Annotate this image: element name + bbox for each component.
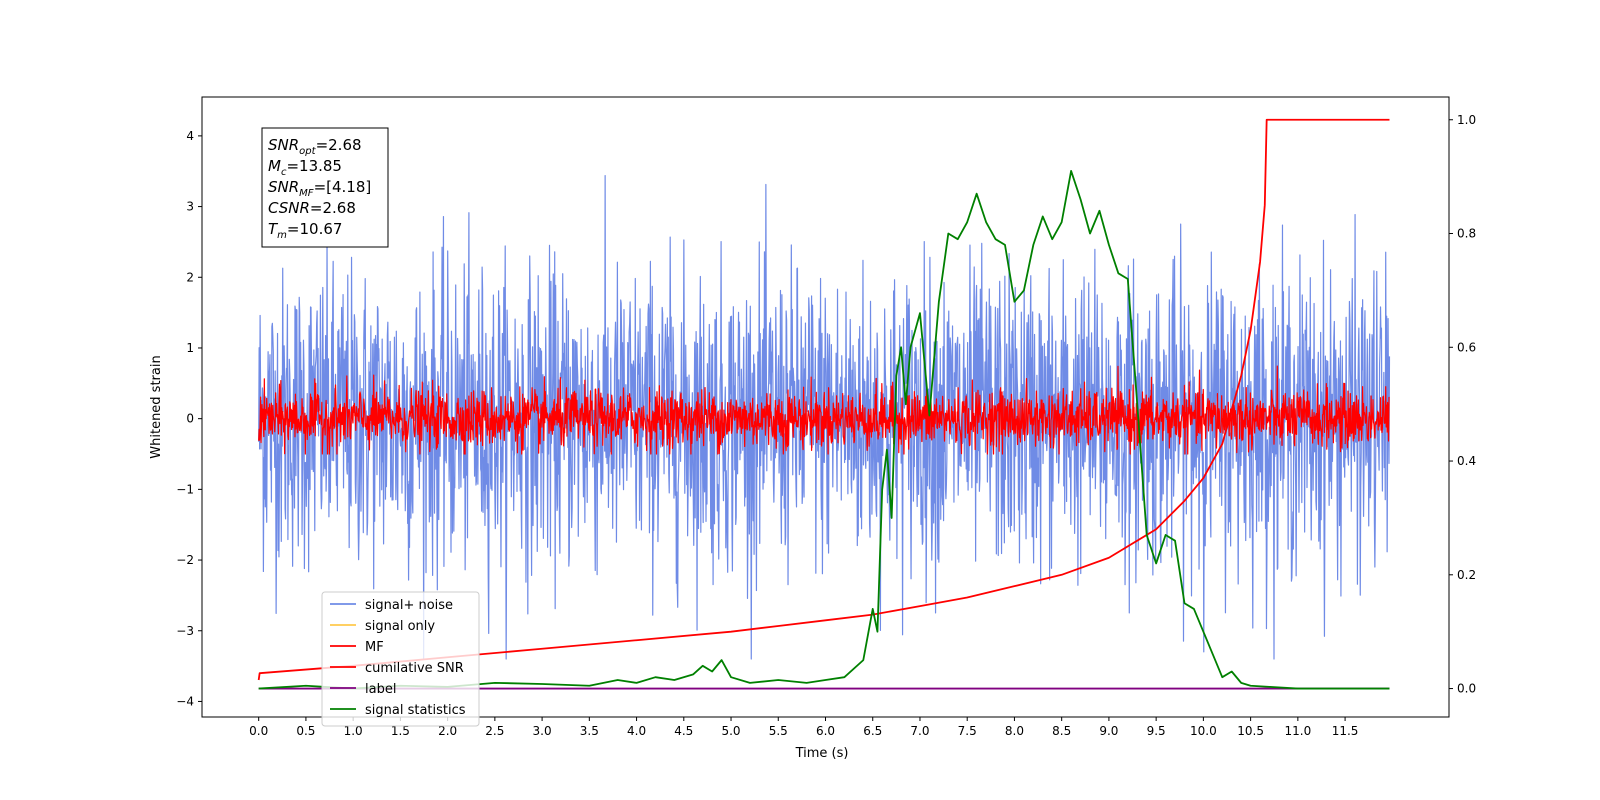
- x-tick-label: 11.0: [1284, 724, 1311, 738]
- y-axis-left: 4 3 2 1 0 −1 −2 −3 −4: [176, 129, 202, 708]
- legend: signal+ noise signal only MF cumilative SNR…: [321, 591, 480, 727]
- x-tick-label: 2.0: [438, 724, 457, 738]
- y2-tick-label: 0.2: [1457, 568, 1476, 582]
- x-tick-label: 4.5: [674, 724, 693, 738]
- y2-tick-label: 0.0: [1457, 682, 1476, 696]
- x-tick-label: 4.0: [627, 724, 646, 738]
- legend-label: label: [365, 682, 396, 697]
- x-tick-label: 8.5: [1052, 724, 1071, 738]
- legend-label: signal statistics: [365, 703, 466, 718]
- series-signal-statistics: [258, 170, 1390, 690]
- y-tick-label: −2: [176, 553, 194, 567]
- series-cumilative-snr: [257, 118, 1390, 681]
- y-axis-label: Whitened strain: [149, 355, 164, 458]
- x-tick-label: 3.5: [580, 724, 599, 738]
- x-tick-label: 10.0: [1190, 724, 1217, 738]
- x-tick-label: 7.5: [958, 724, 977, 738]
- x-tick-label: 5.5: [769, 724, 788, 738]
- legend-frame: [321, 591, 480, 727]
- y-tick-label: 3: [186, 200, 194, 214]
- y-tick-label: −3: [176, 624, 194, 638]
- y-tick-label: 0: [186, 412, 194, 426]
- x-tick-label: 6.0: [816, 724, 835, 738]
- legend-label: signal+ noise: [365, 598, 453, 613]
- y2-tick-label: 0.8: [1457, 227, 1476, 241]
- x-tick-label: 9.5: [1147, 724, 1166, 738]
- legend-label: signal only: [365, 619, 435, 634]
- x-tick-label: 7.0: [910, 724, 929, 738]
- x-tick-label: 1.5: [391, 724, 410, 738]
- x-tick-label: 2.5: [485, 724, 504, 738]
- x-tick-label: 8.0: [1005, 724, 1024, 738]
- series-mf: [258, 365, 1390, 455]
- x-tick-label: 9.0: [1099, 724, 1118, 738]
- annotation-box: SNRopt=2.68Mc=13.85SNRMF=[4.18]CSNR=2.68…: [261, 127, 389, 248]
- y2-tick-label: 0.6: [1457, 340, 1476, 354]
- y2-tick-label: 0.4: [1457, 454, 1476, 468]
- y-tick-label: −4: [176, 694, 194, 708]
- x-tick-label: 0.0: [249, 724, 268, 738]
- x-axis: 0.0 0.5 1.0 1.5 2.0 2.5 3.0 3.5 4.0 4.5 5.0 5.5 6.0 6…: [249, 717, 1358, 738]
- y-tick-label: 2: [186, 270, 194, 284]
- x-tick-label: 0.5: [296, 724, 315, 738]
- legend-label: MF: [365, 640, 384, 655]
- annotation-line: CSNR=2.68: [268, 199, 356, 217]
- x-tick-label: 1.0: [344, 724, 363, 738]
- y-tick-label: 1: [186, 341, 194, 355]
- annotation-line: Mc=13.85: [268, 157, 342, 178]
- x-tick-label: 3.0: [533, 724, 552, 738]
- y-axis-right: 1.0 0.8 0.6 0.4 0.2 0.0: [1449, 113, 1476, 696]
- annotation-frame: [261, 127, 389, 248]
- annotation-line: SNRopt=2.68: [268, 136, 362, 157]
- annotation-line: Tm=10.67: [268, 220, 342, 241]
- y-tick-label: −1: [176, 482, 194, 496]
- x-tick-label: 10.5: [1237, 724, 1264, 738]
- x-axis-label: Time (s): [795, 746, 849, 761]
- y2-tick-label: 1.0: [1457, 113, 1476, 127]
- x-tick-label: 5.0: [721, 724, 740, 738]
- legend-label: cumilative SNR: [365, 661, 464, 676]
- x-tick-label: 11.5: [1332, 724, 1359, 738]
- y-tick-label: 4: [186, 129, 194, 143]
- annotation-line: SNRMF=[4.18]: [268, 178, 371, 199]
- x-tick-label: 6.5: [863, 724, 882, 738]
